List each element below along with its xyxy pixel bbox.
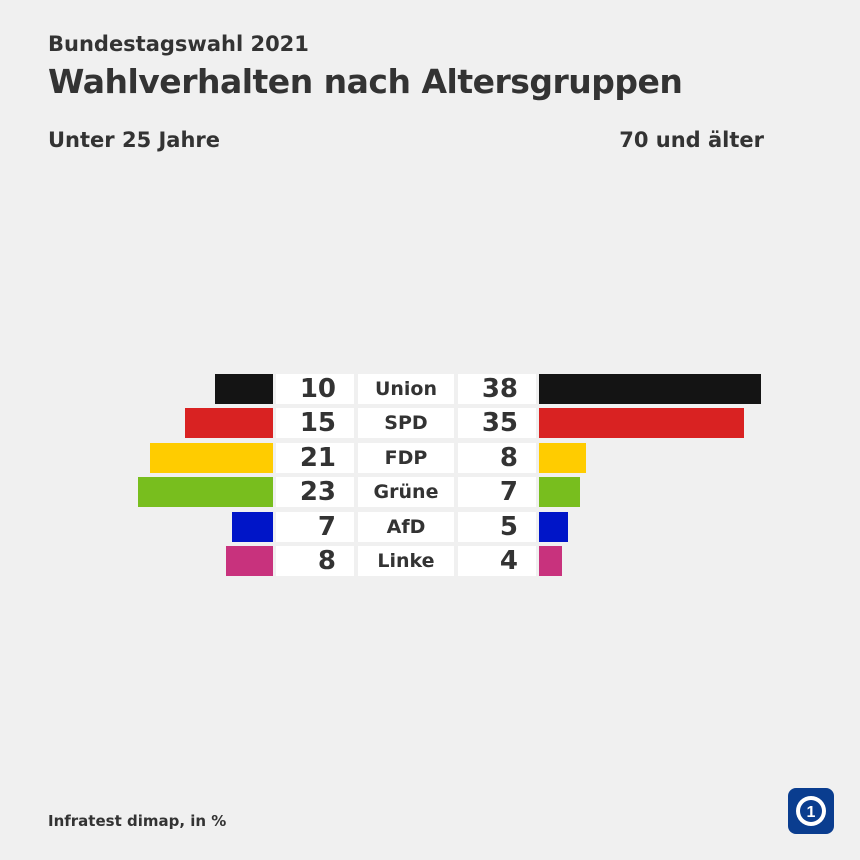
bar-left-grne [138,477,273,508]
value-left-union: 10 [276,374,354,404]
source-note: Infratest dimap, in % [48,812,227,830]
value-left-afd: 7 [276,511,354,542]
bar-right-spd [539,408,744,439]
bar-left-afd [232,511,273,542]
chart-title: Wahlverhalten nach Altersgruppen [48,62,683,101]
bar-right-grne [539,477,580,508]
bar-right-linke [539,546,563,576]
svg-text:1: 1 [807,804,816,821]
value-right-linke: 4 [458,546,536,576]
bar-right-fdp [539,442,586,473]
bar-right-union [539,374,762,404]
value-left-spd: 15 [276,408,354,439]
party-label-grne: Grüne [358,477,454,508]
ard-logo-icon: 1 [788,788,834,834]
left-group-heading: Unter 25 Jahre [48,128,221,152]
chart-supertitle: Bundestagswahl 2021 [48,32,309,56]
bar-left-fdp [150,442,273,473]
value-right-afd: 5 [458,511,536,542]
value-left-fdp: 21 [276,442,354,473]
party-label-afd: AfD [358,511,454,542]
value-right-spd: 35 [458,408,536,439]
party-label-fdp: FDP [358,442,454,473]
bar-right-afd [539,511,569,542]
right-group-heading: 70 und älter [619,128,764,152]
value-right-grne: 7 [458,477,536,508]
value-left-grne: 23 [276,477,354,508]
party-label-spd: SPD [358,408,454,439]
value-left-linke: 8 [276,546,354,576]
party-label-linke: Linke [358,546,454,576]
bar-left-linke [226,546,273,576]
value-right-fdp: 8 [458,442,536,473]
value-right-union: 38 [458,374,536,404]
bar-left-spd [185,408,273,439]
bar-left-union [214,374,273,404]
party-label-union: Union [358,374,454,404]
